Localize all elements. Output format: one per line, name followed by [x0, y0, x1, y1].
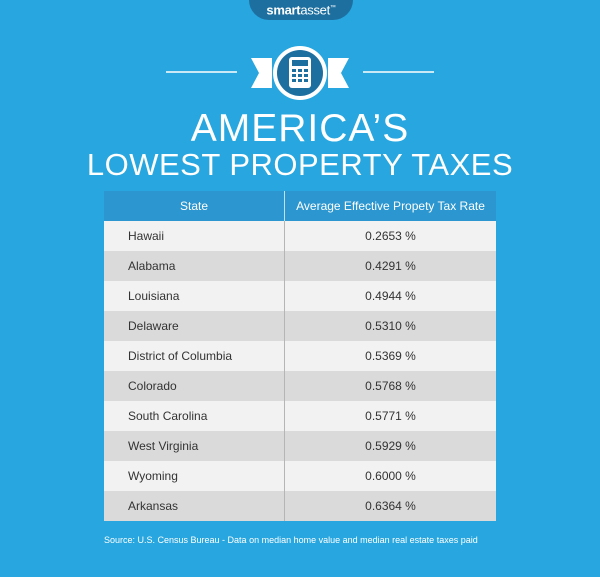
rate-cell: 0.2653 %: [284, 221, 496, 251]
state-cell: Delaware: [104, 311, 285, 341]
table-row: Hawaii 0.2653 %: [104, 221, 496, 251]
state-cell: Colorado: [104, 371, 285, 401]
state-cell: Louisiana: [104, 281, 285, 311]
source-note: Source: U.S. Census Bureau - Data on med…: [104, 535, 478, 545]
page-title: AMERICA’S: [190, 107, 410, 150]
rate-cell: 0.6364 %: [284, 491, 496, 521]
property-tax-table: State Average Effective Propety Tax Rate…: [104, 191, 496, 521]
state-cell: Hawaii: [104, 221, 285, 251]
page-subtitle: LOWEST PROPERTY TAXES: [86, 147, 514, 182]
rate-cell: 0.5310 %: [284, 311, 496, 341]
rate-cell: 0.6000 %: [284, 461, 496, 491]
table-header-row: State Average Effective Propety Tax Rate: [104, 191, 496, 221]
brand-logo: smartasset™: [249, 0, 353, 20]
state-cell: Alabama: [104, 251, 285, 281]
rate-cell: 0.5369 %: [284, 341, 496, 371]
rate-column-header: Average Effective Propety Tax Rate: [284, 191, 496, 221]
rate-cell: 0.4291 %: [284, 251, 496, 281]
calculator-icon: [289, 57, 311, 88]
state-column-header: State: [104, 191, 285, 221]
table-row: Alabama 0.4291 %: [104, 251, 496, 281]
brand-name-bold: smart: [266, 2, 301, 18]
calculator-emblem: [166, 46, 434, 100]
trademark-mark: ™: [329, 5, 336, 11]
brand-name-light: asset: [300, 2, 330, 18]
state-cell: West Virginia: [104, 431, 285, 461]
state-cell: Arkansas: [104, 491, 285, 521]
table-row: Delaware 0.5310 %: [104, 311, 496, 341]
rate-cell: 0.5929 %: [284, 431, 496, 461]
table-row: Wyoming 0.6000 %: [104, 461, 496, 491]
rate-cell: 0.4944 %: [284, 281, 496, 311]
table-row: District of Columbia 0.5369 %: [104, 341, 496, 371]
table-row: Colorado 0.5768 %: [104, 371, 496, 401]
table-row: West Virginia 0.5929 %: [104, 431, 496, 461]
state-cell: Wyoming: [104, 461, 285, 491]
table-row: South Carolina 0.5771 %: [104, 401, 496, 431]
right-ribbon: [328, 58, 349, 88]
left-ribbon: [251, 58, 272, 88]
state-cell: District of Columbia: [104, 341, 285, 371]
table-row: Louisiana 0.4944 %: [104, 281, 496, 311]
rate-cell: 0.5768 %: [284, 371, 496, 401]
table-row: Arkansas 0.6364 %: [104, 491, 496, 521]
state-cell: South Carolina: [104, 401, 285, 431]
rate-cell: 0.5771 %: [284, 401, 496, 431]
